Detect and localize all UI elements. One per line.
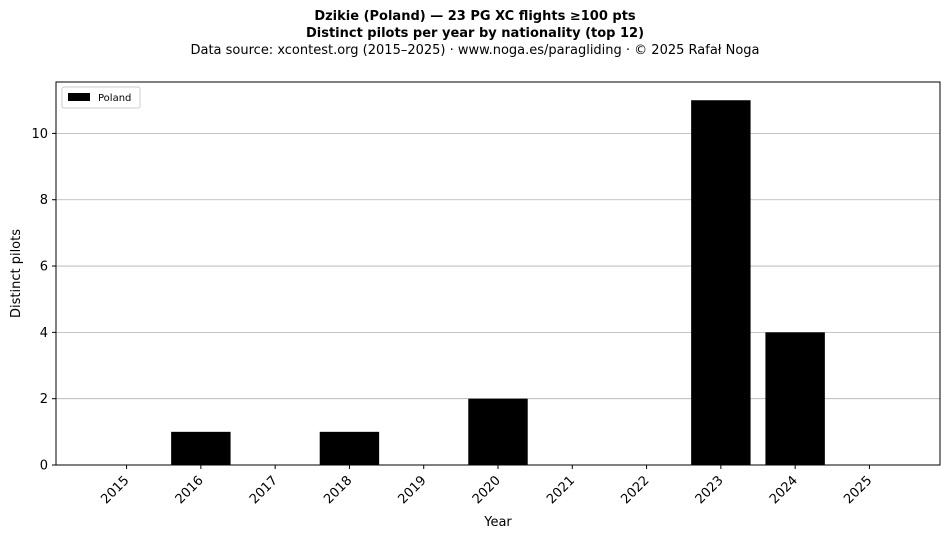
bars-group (171, 100, 825, 465)
y-axis-ticks: 0 2 4 6 8 10 (31, 127, 56, 474)
y-tick-label-8: 8 (40, 193, 48, 208)
x-tick-label-2021: 2021 (544, 473, 578, 507)
x-axis-label: Year (483, 515, 512, 530)
x-tick-label-2018: 2018 (321, 473, 355, 507)
legend-swatch-poland (68, 93, 90, 101)
y-tick-label-6: 6 (40, 260, 48, 275)
x-tick-label-2025: 2025 (841, 473, 875, 507)
bar-2018 (319, 431, 380, 465)
x-tick-label-2023: 2023 (693, 473, 727, 507)
bar-2023 (691, 100, 751, 465)
bar-2020 (468, 398, 528, 465)
x-tick-label-2020: 2020 (470, 473, 504, 507)
chart-title-line2: Distinct pilots per year by nationality … (305, 26, 645, 41)
y-axis-label: Distinct pilots (9, 229, 24, 318)
bar-2016 (171, 431, 231, 465)
chart-subtitle: Data source: xcontest.org (2015–2025) · … (190, 43, 760, 58)
bar-2024 (765, 332, 825, 465)
chart-title-line1: Dzikie (Poland) — 23 PG XC flights ≥100 … (314, 9, 636, 24)
legend-label-poland: Poland (98, 93, 131, 104)
y-tick-label-4: 4 (40, 326, 48, 341)
x-tick-label-2024: 2024 (767, 473, 801, 507)
x-tick-label-2017: 2017 (247, 473, 281, 507)
y-tick-label-10: 10 (31, 127, 48, 142)
y-tick-label-2: 2 (40, 392, 48, 407)
chart-title-block: Dzikie (Poland) — 23 PG XC flights ≥100 … (0, 0, 950, 59)
legend-box (61, 86, 141, 109)
x-tick-label-2019: 2019 (396, 473, 430, 507)
x-axis-ticks: 2015 2016 2017 2018 2019 2020 2021 2022 2023 2024… (98, 465, 875, 507)
x-tick-label-2016: 2016 (173, 473, 207, 507)
y-tick-label-0: 0 (40, 459, 48, 474)
x-tick-label-2015: 2015 (98, 473, 132, 507)
x-tick-label-2022: 2022 (618, 473, 652, 507)
legend: Poland (61, 86, 141, 109)
